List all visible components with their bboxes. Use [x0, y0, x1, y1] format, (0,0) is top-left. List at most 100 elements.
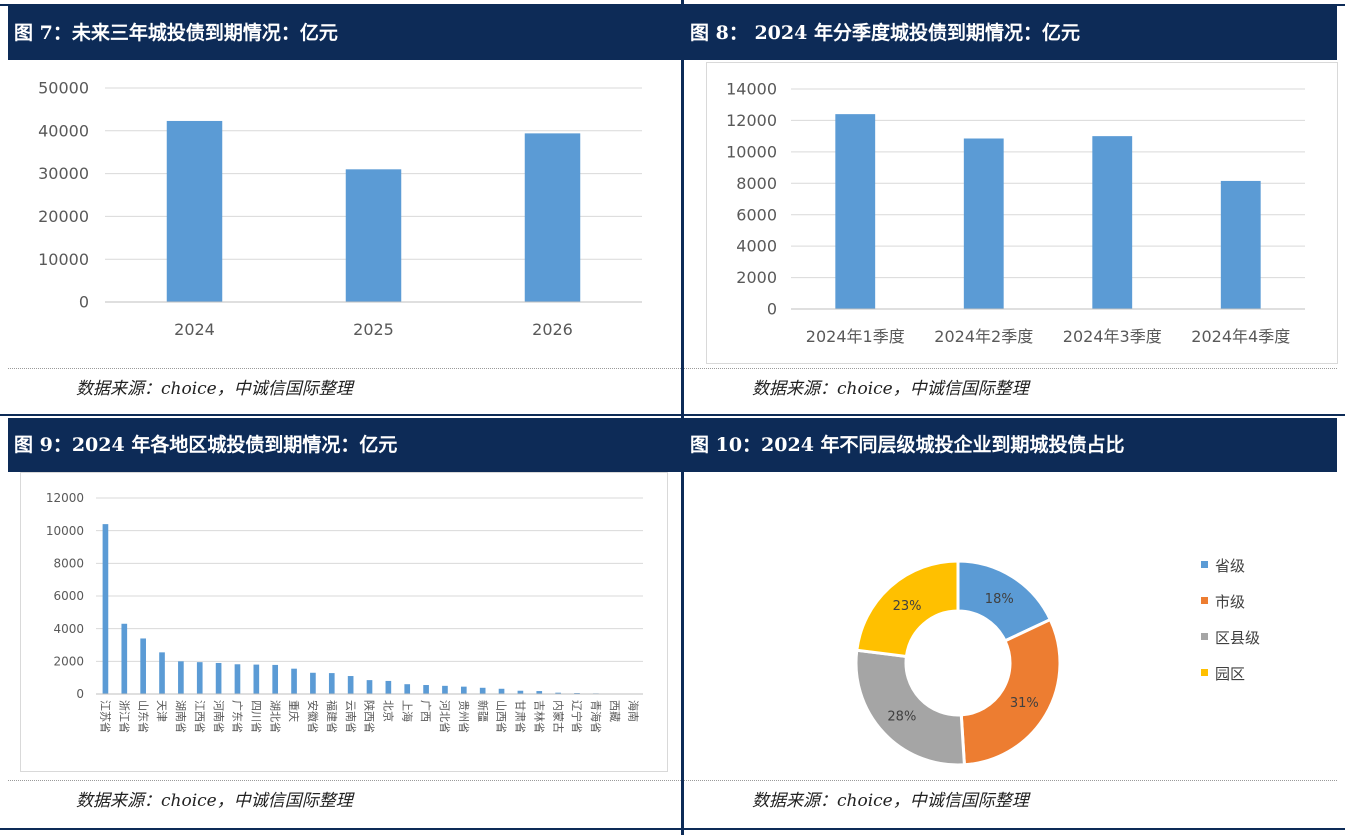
bar [310, 672, 316, 694]
legend-swatch [1201, 597, 1208, 604]
fig9-source: 数据来源：choice，中诚信国际整理 [8, 780, 681, 820]
slice-value-label: 18% [985, 592, 1014, 607]
y-tick-label: 10000 [726, 142, 777, 161]
x-tick-label: 青海省 [589, 700, 603, 733]
x-tick-label: 山西省 [495, 700, 508, 733]
slice-value-label: 28% [887, 710, 916, 725]
y-tick-label: 20000 [38, 207, 89, 226]
bar [1220, 180, 1261, 309]
x-tick-label: 湖北省 [268, 700, 281, 733]
x-tick-label: 福建省 [325, 700, 339, 733]
x-tick-label: 上海 [400, 700, 414, 722]
legend-label: 市级 [1215, 593, 1245, 611]
bottom-border [0, 828, 1345, 830]
bar [385, 680, 392, 694]
y-tick-label: 30000 [38, 164, 89, 183]
x-tick-label: 2024 [174, 320, 215, 339]
x-tick-label: 重庆 [287, 700, 301, 722]
legend-label: 区县级 [1215, 629, 1260, 647]
y-tick-label: 6000 [736, 205, 777, 224]
x-tick-label: 湖南省 [174, 700, 187, 733]
panel-fig8: 图 8： 2024 年分季度城投债到期情况：亿元 0 2000 4000 6000 80… [684, 6, 1338, 414]
bar [102, 524, 109, 694]
bar [835, 114, 876, 309]
bar [166, 120, 223, 303]
bar [159, 652, 165, 694]
bar [121, 623, 128, 694]
y-tick-label: 10000 [38, 250, 89, 269]
x-tick-label: 广西 [419, 700, 432, 722]
donut-slice [959, 617, 1062, 767]
bar [140, 638, 146, 694]
bar [555, 692, 561, 694]
bar [524, 133, 581, 302]
bar [517, 690, 524, 694]
x-tick-label: 海南 [627, 700, 641, 722]
bar [272, 664, 279, 694]
bar [366, 680, 373, 694]
fig8-title: 图 8： 2024 年分季度城投债到期情况：亿元 [684, 6, 1337, 60]
legend-swatch [1201, 633, 1208, 640]
legend-swatch [1201, 669, 1208, 676]
slice-value-label: 31% [1010, 696, 1039, 711]
x-tick-label: 2024年3季度 [1063, 327, 1162, 346]
x-tick-label: 2025 [353, 320, 394, 339]
y-tick-label: 2000 [53, 655, 84, 669]
legend-label: 省级 [1215, 557, 1245, 575]
x-tick-label: 安徽省 [306, 700, 320, 733]
horizontal-divider [0, 414, 1345, 416]
fig9-plot-area: 0 2000 4000 6000 8000 10000 12000 江苏省 浙江省 山东省 天津 湖南… [20, 472, 668, 772]
x-tick-label: 吉林省 [532, 700, 546, 733]
donut-slice [854, 648, 966, 767]
x-tick-label: 2024年1季度 [806, 327, 905, 346]
panel-fig9: 图 9：2024 年各地区城投债到期情况：亿元 0 2000 4000 6000 800… [8, 418, 681, 828]
bar [347, 676, 354, 694]
x-tick-label: 山东省 [136, 700, 149, 733]
x-tick-label: 2024年4季度 [1191, 327, 1290, 346]
x-tick-label: 2026 [532, 320, 573, 339]
bar [291, 668, 297, 694]
x-tick-label: 甘肃省 [514, 700, 527, 733]
bar [345, 169, 402, 302]
fig10-title: 图 10：2024 年不同层级城投企业到期城投债占比 [684, 418, 1337, 472]
vertical-divider [681, 0, 684, 835]
bar [215, 662, 222, 694]
bar [196, 662, 203, 694]
fig8-chart: 0 2000 4000 6000 8000 10000 12000 14000 2024年1季度… [726, 80, 1305, 346]
panel-fig7: 图 7：未来三年城投债到期情况：亿元 0 10000 20000 30000 40000… [8, 6, 681, 414]
y-tick-label: 40000 [38, 121, 89, 140]
x-tick-label: 浙江省 [117, 700, 130, 733]
x-tick-label: 河南省 [212, 700, 225, 733]
bar [963, 138, 1004, 309]
y-tick-label: 50000 [38, 79, 89, 98]
bar [536, 691, 543, 694]
x-tick-label: 辽宁省 [570, 700, 584, 733]
x-tick-label: 贵州省 [457, 700, 470, 733]
y-tick-label: 6000 [53, 589, 84, 603]
y-tick-label: 12000 [46, 491, 84, 505]
bar [442, 685, 448, 694]
x-tick-label: 西藏 [608, 700, 621, 722]
x-tick-label: 江苏省 [99, 700, 112, 733]
x-tick-label: 云南省 [344, 700, 357, 733]
bar [178, 661, 184, 694]
y-tick-label: 4000 [53, 622, 84, 636]
bar [423, 685, 429, 694]
fig7-title: 图 7：未来三年城投债到期情况：亿元 [8, 6, 681, 60]
x-tick-label: 四川省 [249, 700, 262, 733]
top-border [0, 4, 1345, 6]
fig8-source: 数据来源：choice，中诚信国际整理 [684, 368, 1337, 408]
fig9-chart: 0 2000 4000 6000 8000 10000 12000 江苏省 浙江省 山东省 天津 湖南… [46, 491, 643, 733]
donut-slice [855, 559, 960, 659]
legend-swatch [1201, 561, 1208, 568]
y-tick-label: 14000 [726, 80, 777, 99]
bar [498, 688, 505, 694]
fig10-source: 数据来源：choice，中诚信国际整理 [684, 780, 1337, 820]
fig7-source: 数据来源：choice，中诚信国际整理 [8, 368, 681, 408]
bar [460, 686, 467, 694]
y-tick-label: 12000 [726, 111, 777, 130]
x-tick-label: 天津 [155, 700, 168, 722]
x-tick-label: 新疆 [476, 700, 490, 722]
bar [404, 684, 411, 694]
x-tick-label: 江西省 [193, 700, 206, 733]
